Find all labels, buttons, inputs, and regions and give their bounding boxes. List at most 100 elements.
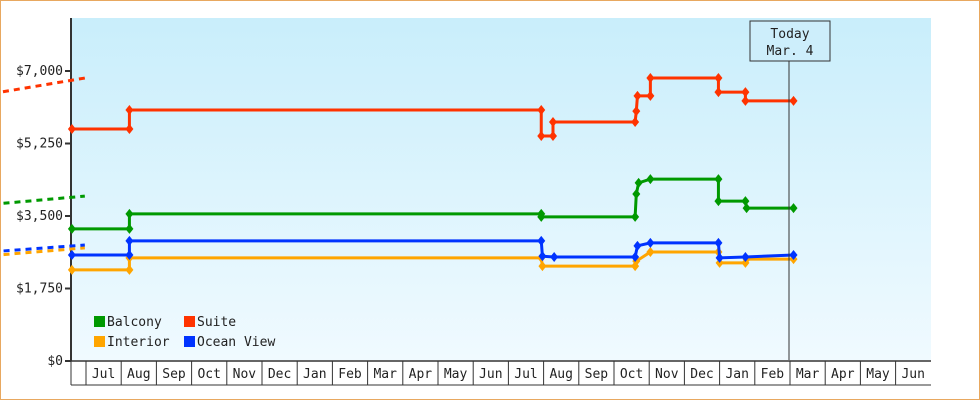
data-point	[125, 208, 134, 219]
data-point	[125, 264, 134, 275]
data-point	[741, 87, 750, 98]
x-tick-label: Dec	[268, 367, 291, 382]
x-tick-label: Mar	[373, 367, 397, 382]
x-tick-label: Aug	[549, 367, 572, 382]
series-ocean-view	[1, 235, 798, 263]
data-point	[715, 252, 724, 263]
data-point	[714, 87, 723, 98]
data-point	[67, 249, 76, 260]
x-tick-label: Mar	[796, 367, 820, 382]
data-point	[634, 177, 643, 188]
y-axis: $0 $1,750 $3,500 $5,250 $7,000	[16, 18, 72, 369]
data-point	[646, 174, 655, 185]
data-point	[741, 95, 750, 106]
series-group	[1, 73, 798, 275]
data-point	[631, 211, 640, 222]
data-point	[631, 116, 640, 127]
forecast-line	[1, 243, 85, 253]
x-tick-label: Oct	[197, 367, 220, 382]
data-point	[548, 131, 557, 142]
y-tick-label: $7,000	[16, 64, 63, 79]
x-tick-label: Jan	[303, 367, 326, 382]
data-point	[537, 131, 546, 142]
plot-area	[71, 18, 931, 360]
data-point	[714, 73, 723, 84]
data-point	[646, 237, 655, 248]
data-point	[741, 252, 750, 263]
data-point	[633, 240, 642, 251]
legend-label: Balcony	[107, 315, 162, 330]
data-point	[548, 116, 557, 127]
data-point	[632, 106, 641, 117]
data-point	[714, 196, 723, 207]
x-tick-label: Aug	[127, 367, 150, 382]
data-point	[537, 104, 546, 115]
x-tick-label: May	[866, 367, 890, 382]
y-tick-label: $5,250	[16, 137, 63, 152]
forecast-line	[1, 76, 86, 94]
x-tick-label: Feb	[761, 367, 785, 382]
legend-swatch	[94, 336, 105, 347]
data-point	[125, 235, 134, 246]
data-point	[125, 223, 134, 234]
data-point	[550, 252, 559, 263]
series-suite	[1, 73, 798, 142]
x-tick-label: Apr	[409, 367, 433, 382]
data-point	[125, 104, 134, 115]
data-point	[742, 203, 751, 214]
data-point	[125, 124, 134, 134]
data-point	[538, 251, 547, 262]
data-point	[789, 249, 798, 260]
data-point	[67, 124, 76, 134]
data-point	[125, 249, 134, 260]
forecast-line	[1, 246, 85, 257]
data-point	[646, 73, 655, 84]
x-tick-label: Oct	[620, 367, 643, 382]
today-marker: Today Mar. 4	[749, 20, 831, 360]
y-tick-label: $1,750	[16, 282, 63, 297]
data-point	[646, 90, 655, 101]
series-line	[71, 177, 794, 231]
x-axis: Jul Aug Sep Oct Nov Dec Jan Feb Mar Apr May Jun Jul A…	[70, 360, 931, 386]
x-tick-label: Jul	[514, 367, 537, 382]
data-point	[789, 203, 798, 214]
legend-label: Suite	[197, 315, 236, 330]
series-balcony	[1, 174, 798, 234]
forecast-line	[1, 194, 85, 206]
legend-swatch	[94, 316, 105, 327]
data-point	[633, 90, 642, 101]
x-tick-label: Sep	[585, 367, 609, 382]
today-box	[749, 20, 831, 62]
x-tick-label: Apr	[831, 367, 855, 382]
data-point	[67, 264, 76, 275]
x-tick-label: Jun	[479, 367, 502, 382]
x-tick-label: Jun	[901, 367, 924, 382]
today-date: Mar. 4	[767, 44, 814, 59]
data-point	[631, 252, 640, 263]
x-tick-label: Feb	[338, 367, 362, 382]
data-point	[646, 247, 655, 258]
legend-swatch	[184, 336, 195, 347]
legend-swatch	[184, 316, 195, 327]
data-point	[537, 235, 546, 246]
data-point	[741, 196, 750, 207]
y-tick-label: $0	[47, 354, 63, 369]
data-point	[538, 261, 547, 272]
x-tick-label: Dec	[690, 367, 713, 382]
data-point	[789, 95, 798, 106]
data-point	[67, 223, 76, 234]
x-tick-label: Sep	[162, 367, 186, 382]
x-tick-label: Jan	[725, 367, 748, 382]
data-point	[714, 174, 723, 185]
legend-label: Ocean View	[197, 335, 275, 350]
legend: Balcony Suite Interior Ocean View	[94, 315, 275, 350]
today-label: Today	[770, 27, 809, 42]
y-tick-label: $3,500	[16, 209, 63, 224]
data-point	[537, 211, 546, 222]
x-tick-label: Jul	[92, 367, 115, 382]
data-point	[632, 189, 641, 200]
legend-label: Interior	[107, 335, 170, 350]
x-tick-label: Nov	[655, 367, 679, 382]
